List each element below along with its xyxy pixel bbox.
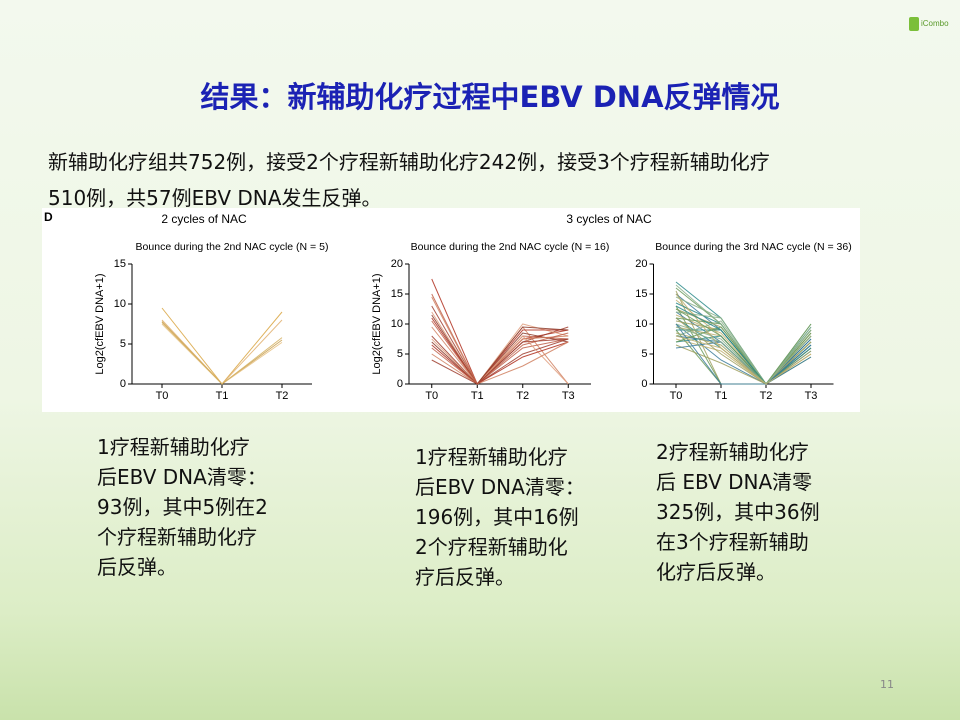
y-tick-label: 5	[397, 348, 403, 360]
series-line	[675, 323, 812, 385]
group-label: 3 cycles of NAC	[566, 212, 652, 226]
note: 1疗程新辅助化疗 后EBV DNA清零： 93例，其中5例在2 个疗程新辅助化疗 后反弹…	[97, 432, 268, 582]
panel-label: D	[44, 210, 53, 224]
logo: iCombo	[908, 14, 952, 34]
series-line	[161, 322, 283, 385]
note-line: 1疗程新辅助化疗	[97, 435, 250, 459]
series-line	[431, 338, 569, 385]
chart-title: Bounce during the 2nd NAC cycle (N = 5)	[136, 241, 329, 253]
group-label: 2 cycles of NAC	[161, 212, 247, 226]
note-line: 个疗程新辅助化疗	[97, 525, 257, 549]
figure: D 2 cycles of NAC 3 cycles of NAC Bounce…	[42, 208, 860, 412]
y-tick-label: 15	[391, 288, 403, 300]
y-tick-label: 0	[397, 378, 403, 390]
x-tick-label: T1	[471, 390, 484, 402]
note-line: 后EBV DNA清零：	[97, 465, 267, 489]
y-tick-label: 15	[114, 258, 126, 270]
logo-text: iCombo	[921, 19, 949, 28]
chart-title: Bounce during the 2nd NAC cycle (N = 16)	[411, 241, 610, 253]
series-line	[431, 317, 569, 385]
intro-line: 510例，共57例EBV DNA发生反弹。	[48, 186, 382, 210]
x-tick-label: T3	[805, 390, 818, 402]
note: 2疗程新辅助化疗后 EBV DNA清零 325例，其中36例 在3个疗程新辅助 化疗后…	[656, 437, 820, 587]
note-line: 化疗后反弹。	[656, 560, 776, 584]
y-tick-label: 20	[391, 258, 403, 270]
note-line: 2个疗程新辅助化	[415, 535, 568, 559]
x-tick-label: T0	[425, 390, 438, 402]
series-line	[431, 320, 569, 385]
series-line	[675, 308, 812, 385]
y-tick-label: 15	[635, 288, 647, 300]
x-tick-label: T2	[276, 390, 289, 402]
series-line	[675, 335, 812, 385]
note-line: 后 EBV DNA清零	[656, 470, 813, 494]
note-line: 后反弹。	[97, 555, 177, 579]
x-tick-label: T1	[715, 390, 728, 402]
logo-mark: iCombo	[909, 17, 949, 31]
page-number: 11	[880, 678, 894, 691]
figure-bg	[42, 208, 860, 412]
slide-title: 结果：新辅助化疗过程中EBV DNA反弹情况	[200, 80, 780, 114]
series-line	[431, 326, 569, 385]
y-tick-label: 0	[641, 378, 647, 390]
x-tick-label: T2	[516, 390, 529, 402]
note-line: 1疗程新辅助化疗	[415, 445, 568, 469]
series-line	[675, 305, 812, 385]
series-line	[431, 332, 569, 385]
chart-title: Bounce during the 3rd NAC cycle (N = 36)	[655, 241, 851, 253]
series-line	[675, 317, 812, 385]
y-tick-label: 0	[120, 378, 126, 390]
series-line	[431, 326, 569, 385]
y-tick-label: 10	[114, 298, 126, 310]
series-line	[675, 326, 812, 385]
series-line	[675, 284, 812, 385]
note-line: 疗后反弹。	[415, 565, 515, 589]
x-tick-label: T0	[156, 390, 169, 402]
y-tick-label: 20	[635, 258, 647, 270]
series-line	[431, 341, 569, 385]
note-line: 93例，其中5例在2	[97, 495, 268, 519]
series-line	[431, 335, 569, 385]
y-tick-label: 5	[641, 348, 647, 360]
series-line	[431, 335, 569, 385]
intro-line: 新辅助化疗组共752例，接受2个疗程新辅助化疗242例，接受3个疗程新辅助化疗	[48, 150, 770, 174]
note-line: 325例，其中36例	[656, 500, 820, 524]
note: 1疗程新辅助化疗 后EBV DNA清零： 196例，其中16例 2个疗程新辅助化 疗后反…	[415, 442, 585, 592]
y-tick-label: 5	[120, 338, 126, 350]
y-tick-label: 10	[391, 318, 403, 330]
note-line: 后EBV DNA清零：	[415, 475, 585, 499]
y-axis-label: Log2(cfEBV DNA+1)	[371, 273, 383, 374]
note-line: 在3个疗程新辅助	[656, 530, 809, 554]
note-line: 196例，其中16例	[415, 505, 579, 529]
series-line	[431, 341, 569, 385]
x-tick-label: T3	[562, 390, 575, 402]
y-axis-label: Log2(cfEBV DNA+1)	[94, 273, 106, 374]
x-tick-label: T1	[216, 390, 229, 402]
note-line: 2疗程新辅助化疗	[656, 440, 809, 464]
y-tick-label: 10	[635, 318, 647, 330]
x-tick-label: T2	[760, 390, 773, 402]
x-tick-label: T0	[670, 390, 683, 402]
